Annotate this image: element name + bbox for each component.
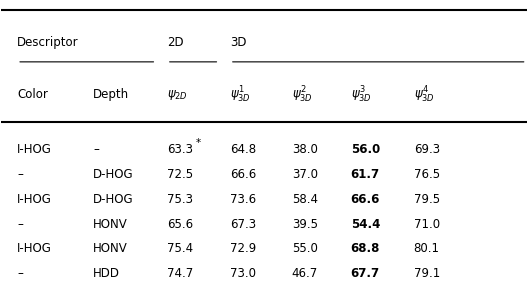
- Text: I-HOG: I-HOG: [17, 193, 52, 206]
- Text: 54.4: 54.4: [351, 217, 380, 231]
- Text: –: –: [93, 143, 99, 156]
- Text: –: –: [17, 168, 23, 181]
- Text: Color: Color: [17, 88, 48, 101]
- Text: Depth: Depth: [93, 88, 129, 101]
- Text: D-HOG: D-HOG: [93, 193, 134, 206]
- Text: 75.3: 75.3: [167, 193, 193, 206]
- Text: 76.5: 76.5: [414, 168, 440, 181]
- Text: –: –: [17, 217, 23, 231]
- Text: 79.5: 79.5: [414, 193, 440, 206]
- Text: $\psi^1_{3D}$: $\psi^1_{3D}$: [230, 85, 250, 105]
- Text: 58.4: 58.4: [292, 193, 318, 206]
- Text: –: –: [17, 267, 23, 280]
- Text: 72.9: 72.9: [230, 242, 256, 255]
- Text: 72.5: 72.5: [167, 168, 193, 181]
- Text: 64.8: 64.8: [230, 143, 256, 156]
- Text: 55.0: 55.0: [292, 242, 318, 255]
- Text: HONV: HONV: [93, 217, 128, 231]
- Text: 63.3: 63.3: [167, 143, 193, 156]
- Text: 73.0: 73.0: [230, 267, 256, 280]
- Text: 69.3: 69.3: [414, 143, 440, 156]
- Text: $\psi^3_{3D}$: $\psi^3_{3D}$: [351, 85, 371, 105]
- Text: 61.7: 61.7: [351, 168, 380, 181]
- Text: 79.1: 79.1: [414, 267, 440, 280]
- Text: *: *: [196, 138, 201, 148]
- Text: $\psi_{2D}$: $\psi_{2D}$: [167, 88, 188, 102]
- Text: $\psi^2_{3D}$: $\psi^2_{3D}$: [292, 85, 313, 105]
- Text: HONV: HONV: [93, 242, 128, 255]
- Text: HDD: HDD: [93, 267, 120, 280]
- Text: 66.6: 66.6: [351, 193, 380, 206]
- Text: 74.7: 74.7: [167, 267, 193, 280]
- Text: 73.6: 73.6: [230, 193, 256, 206]
- Text: 56.0: 56.0: [351, 143, 380, 156]
- Text: 67.7: 67.7: [351, 267, 380, 280]
- Text: $\psi^4_{3D}$: $\psi^4_{3D}$: [414, 85, 434, 105]
- Text: 67.3: 67.3: [230, 217, 256, 231]
- Text: 71.0: 71.0: [414, 217, 440, 231]
- Text: 39.5: 39.5: [292, 217, 318, 231]
- Text: 3D: 3D: [230, 36, 247, 49]
- Text: Descriptor: Descriptor: [17, 36, 79, 49]
- Text: I-HOG: I-HOG: [17, 242, 52, 255]
- Text: 37.0: 37.0: [292, 168, 318, 181]
- Text: 75.4: 75.4: [167, 242, 193, 255]
- Text: D-HOG: D-HOG: [93, 168, 134, 181]
- Text: 68.8: 68.8: [351, 242, 380, 255]
- Text: I-HOG: I-HOG: [17, 143, 52, 156]
- Text: 38.0: 38.0: [292, 143, 318, 156]
- Text: 66.6: 66.6: [230, 168, 256, 181]
- Text: 46.7: 46.7: [292, 267, 318, 280]
- Text: 80.1: 80.1: [414, 242, 440, 255]
- Text: 2D: 2D: [167, 36, 183, 49]
- Text: 65.6: 65.6: [167, 217, 193, 231]
